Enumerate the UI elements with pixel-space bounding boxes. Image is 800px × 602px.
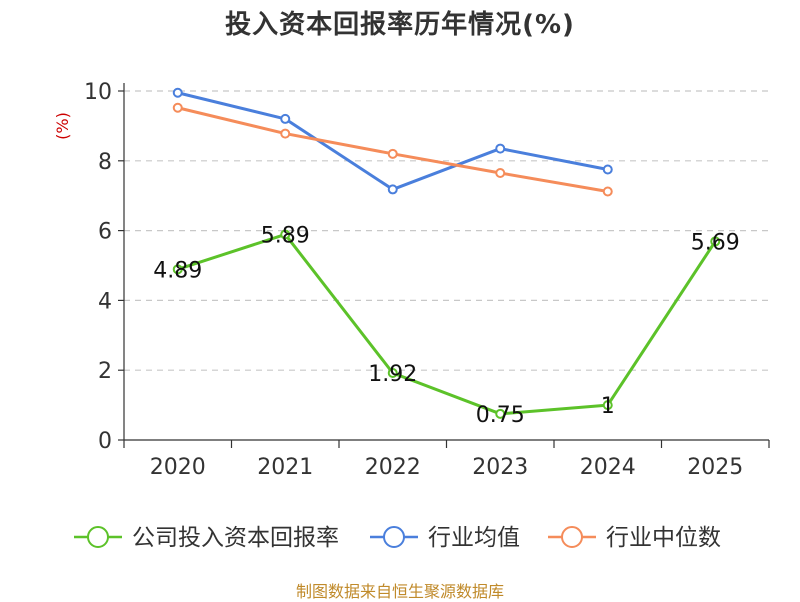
data-point: [387, 184, 398, 195]
x-tick-label: 2022: [365, 455, 421, 480]
x-tick-label: 2021: [257, 455, 313, 480]
y-axis-unit-label: (%): [53, 112, 72, 140]
legend-item: 行业中位数: [548, 525, 721, 551]
axes: 0 2 4 6 8 10 2020 2021 2022 2023 2024 2025: [84, 80, 770, 480]
data-label: 1: [601, 394, 615, 419]
y-tick-label: 2: [98, 359, 112, 384]
source-footer: 制图数据来自恒生聚源数据库: [295, 582, 504, 601]
data-point: [280, 113, 291, 124]
data-point: [602, 186, 613, 197]
data-point: [387, 367, 398, 378]
series-line: [177, 91, 609, 191]
y-tick-label: 10: [84, 80, 112, 105]
data-point: [387, 148, 398, 159]
y-tick-label: 0: [98, 429, 112, 454]
data-point: [710, 236, 721, 247]
data-point: [602, 400, 613, 411]
data-point: [280, 128, 291, 139]
x-tick-label: 2025: [687, 455, 743, 480]
data-point: [495, 168, 506, 179]
legend-label: 公司投入资本回报率: [132, 525, 339, 551]
y-tick-label: 8: [98, 150, 112, 175]
series-line: [177, 232, 717, 416]
data-label: 5.89: [261, 223, 310, 248]
y-tick-label: 4: [98, 289, 112, 314]
data-point: [172, 87, 183, 98]
chart-title: 投入资本回报率历年情况(%): [225, 10, 575, 40]
data-point: [495, 143, 506, 154]
legend-marker: [383, 526, 405, 548]
data-label: 4.89: [153, 258, 202, 283]
data-point: [602, 164, 613, 175]
x-tick-label: 2024: [580, 455, 636, 480]
series-0: 4.89 5.89 1.92 0.75 1 5.69: [153, 223, 739, 427]
series-2: [172, 102, 613, 197]
data-point: [280, 229, 291, 240]
legend: 公司投入资本回报率 行业均值 行业中位数: [74, 525, 721, 551]
legend-item: 公司投入资本回报率: [74, 525, 339, 551]
data-point: [172, 264, 183, 275]
legend-item: 行业均值: [370, 525, 520, 551]
x-tick-label: 2020: [150, 455, 206, 480]
data-label: 1.92: [368, 362, 417, 387]
data-point: [495, 408, 506, 419]
data-point: [172, 102, 183, 113]
data-label: 5.69: [691, 230, 740, 255]
legend-marker: [87, 526, 109, 548]
x-tick-label: 2023: [472, 455, 528, 480]
series-layer: 4.89 5.89 1.92 0.75 1 5.69: [153, 87, 740, 428]
data-label: 0.75: [476, 403, 525, 428]
series-1: [172, 87, 613, 195]
grid-lines: [124, 90, 769, 371]
legend-label: 行业中位数: [606, 525, 721, 551]
y-tick-label: 6: [98, 220, 112, 245]
legend-label: 行业均值: [428, 525, 520, 551]
legend-marker: [561, 526, 583, 548]
